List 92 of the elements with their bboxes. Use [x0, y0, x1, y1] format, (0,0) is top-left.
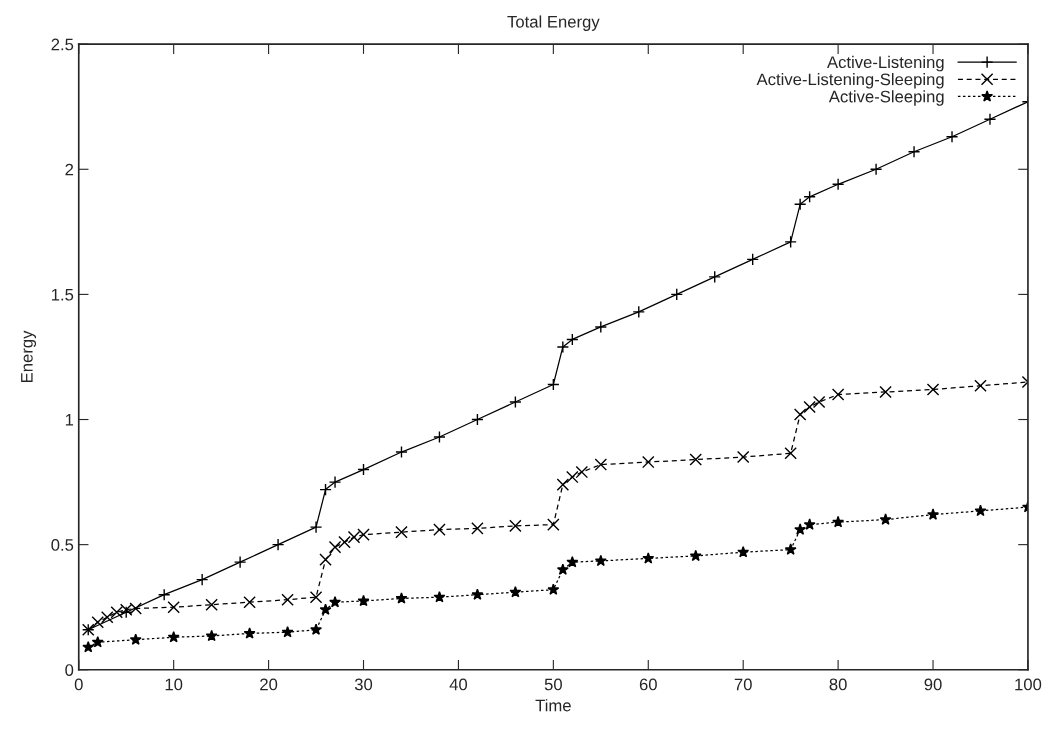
point: [100, 610, 114, 624]
point: [594, 554, 607, 567]
point: [281, 593, 294, 606]
x-tick-label: 60: [639, 678, 657, 691]
x-tick-label: 0: [74, 678, 83, 691]
point: [803, 518, 816, 530]
point: [471, 413, 484, 426]
point: [642, 552, 655, 564]
point: [803, 400, 816, 414]
point: [243, 595, 256, 609]
point: [689, 453, 702, 466]
point: [566, 555, 579, 568]
point: [831, 388, 845, 401]
point: [281, 625, 294, 638]
point: [310, 623, 323, 635]
legend-label: Active-Listening: [827, 55, 944, 72]
x-tick-label: 80: [829, 678, 847, 691]
point: [395, 445, 408, 459]
point: [737, 545, 750, 558]
point: [328, 540, 342, 554]
point: [594, 458, 608, 471]
point: [566, 470, 579, 484]
point: [82, 640, 95, 653]
point: [205, 629, 218, 642]
point: [509, 585, 522, 598]
point: [879, 513, 892, 525]
point: [556, 563, 569, 575]
point: [974, 379, 987, 392]
point: [642, 455, 655, 469]
point: [556, 478, 570, 491]
x-tick-label: 30: [354, 678, 373, 691]
point: [794, 523, 807, 535]
x-axis-title: Time: [535, 699, 571, 712]
point: [357, 594, 370, 607]
y-tick-label: 2: [65, 163, 74, 176]
point: [547, 518, 560, 531]
y-tick-label: 0: [65, 664, 74, 676]
point: [91, 615, 104, 629]
point: [689, 549, 702, 562]
point: [812, 395, 826, 409]
point: [784, 235, 797, 249]
x-tick-label: 100: [1015, 678, 1042, 691]
x-tick-label: 50: [544, 678, 562, 691]
point: [329, 595, 342, 608]
point: [205, 598, 218, 611]
point: [167, 600, 180, 614]
point: [926, 383, 940, 396]
point: [167, 630, 180, 643]
x-tick-label: 40: [449, 678, 468, 691]
point: [395, 592, 408, 604]
point: [243, 627, 256, 639]
x-tick-label: 20: [260, 678, 278, 691]
y-axis-title: Energy: [21, 330, 37, 382]
point: [129, 633, 142, 645]
point: [433, 590, 446, 603]
point: [974, 504, 987, 517]
point: [91, 635, 104, 648]
y-tick-label: 0.5: [51, 539, 74, 551]
point: [433, 523, 446, 536]
point: [927, 508, 940, 520]
point: [319, 483, 332, 496]
point: [319, 553, 332, 566]
point: [471, 588, 484, 600]
point: [357, 463, 370, 476]
x-tick-label: 90: [924, 678, 942, 691]
point: [309, 590, 323, 604]
x-tick-label: 10: [165, 678, 183, 691]
point: [803, 190, 816, 204]
y-tick-label: 2.5: [51, 38, 74, 51]
point: [784, 447, 797, 460]
point: [736, 450, 750, 464]
point: [395, 525, 408, 539]
point: [879, 385, 892, 399]
chart-title: Total Energy: [507, 15, 600, 31]
y-tick-label: 1.5: [51, 288, 74, 301]
point: [547, 378, 560, 391]
legend-label: Active-Sleeping: [828, 90, 944, 106]
point: [338, 535, 351, 549]
y-tick-label: 1: [65, 414, 74, 426]
point: [784, 543, 797, 555]
point: [793, 408, 807, 421]
legend-label: Active-Listening-Sleeping: [756, 73, 944, 89]
point: [832, 515, 845, 528]
point: [566, 333, 579, 346]
point: [319, 603, 332, 615]
point: [509, 519, 522, 533]
point: [547, 583, 560, 595]
point: [575, 465, 589, 479]
x-tick-label: 70: [734, 678, 752, 691]
point: [433, 430, 446, 444]
point: [471, 522, 484, 535]
point: [509, 395, 522, 409]
